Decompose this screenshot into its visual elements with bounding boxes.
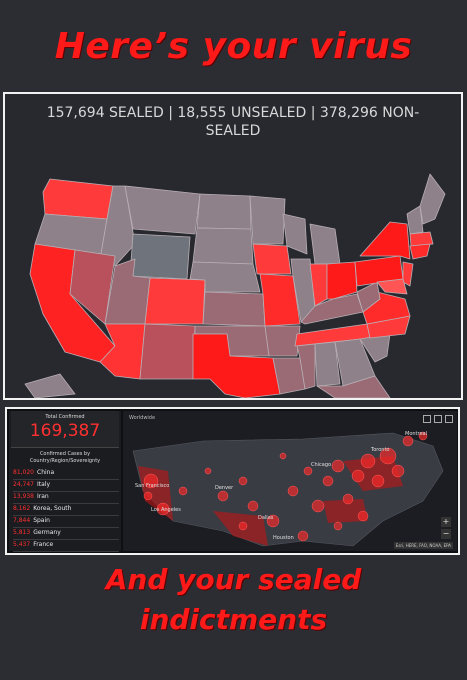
country-row[interactable]: 81,020 China — [13, 467, 119, 480]
country-row[interactable]: 5,437 France — [13, 539, 119, 552]
state-mo — [259, 273, 301, 327]
state-oh — [326, 261, 358, 300]
state-tx — [192, 333, 281, 398]
country-row[interactable]: 7,844 Spain — [13, 515, 119, 528]
state-mi — [309, 223, 341, 265]
map-attribution: Esri, HERE, FAO, NOAA, EPA — [393, 542, 453, 549]
state-ma — [409, 231, 434, 247]
state-nd — [196, 193, 252, 230]
dashboard-sidebar: Total Confirmed 169,387 Confirmed Cases … — [9, 411, 121, 552]
total-confirmed-box: Total Confirmed 169,387 — [11, 411, 119, 448]
list-icon[interactable] — [434, 415, 442, 423]
state-mn — [249, 195, 286, 245]
country-row[interactable]: 5,813 Germany — [13, 527, 119, 540]
state-ks — [202, 291, 266, 327]
state-wy — [129, 233, 191, 280]
total-confirmed-value: 169,387 — [29, 421, 101, 441]
state-me — [419, 173, 446, 225]
city-label: San Francisco — [135, 483, 169, 489]
state-wv — [356, 281, 381, 313]
zoom-in-button[interactable]: + — [441, 517, 451, 527]
sealed-indictments-map-panel: 157,694 SEALED | 18,555 UNSEALED | 378,2… — [3, 92, 463, 400]
state-nj — [402, 261, 414, 287]
headline-bottom-line1: And your sealed — [105, 563, 362, 596]
city-label: Chicago — [311, 462, 331, 468]
city-label: Toronto — [370, 447, 389, 453]
bookmark-icon[interactable] — [423, 415, 431, 423]
state-wa — [42, 178, 114, 220]
country-row[interactable]: 13,938 Iran — [13, 491, 119, 504]
state-ms — [296, 343, 316, 390]
city-label: Denver — [215, 485, 234, 491]
cases-map[interactable]: Chicago Los Angeles Dallas Houston San F… — [123, 411, 457, 551]
state-ia — [252, 243, 292, 275]
state-ak — [24, 373, 76, 398]
country-row[interactable]: 24,747 Italy — [13, 479, 119, 492]
state-al — [314, 341, 341, 387]
state-fl — [316, 375, 391, 398]
city-label: Montreal — [405, 431, 427, 437]
state-ct-ri — [409, 243, 431, 260]
cases-map-canvas: Chicago Los Angeles Dallas Houston San F… — [123, 411, 457, 551]
state-sd — [192, 227, 254, 265]
headline-top: Here’s your virus — [54, 26, 413, 67]
state-nm — [139, 323, 196, 380]
headline-bottom-line2: indictments — [139, 603, 328, 636]
state-ny — [359, 221, 411, 260]
covid-dashboard-panel: Total Confirmed 169,387 Confirmed Cases … — [5, 407, 460, 555]
city-label: Houston — [273, 535, 294, 541]
city-label: Dallas — [258, 515, 274, 521]
zoom-out-button[interactable]: − — [441, 529, 451, 539]
state-vt-nh — [406, 205, 424, 235]
state-wi — [282, 213, 308, 255]
indictment-stats-text: 157,694 SEALED | 18,555 UNSEALED | 378,2… — [46, 105, 420, 139]
total-confirmed-label: Total Confirmed — [45, 414, 85, 420]
country-row[interactable]: 8,162 Korea, South — [13, 503, 119, 516]
grid-icon[interactable] — [445, 415, 453, 423]
state-md — [376, 278, 408, 295]
map-region-label: Worldwide — [129, 415, 156, 421]
state-mt — [124, 185, 201, 235]
country-list-title: Confirmed Cases by Country/Region/Sovere… — [29, 451, 101, 464]
state-co — [144, 277, 206, 325]
state-ky — [300, 293, 364, 325]
us-states-map — [24, 173, 446, 398]
state-ar — [264, 325, 301, 357]
city-label: Los Angeles — [151, 507, 181, 513]
